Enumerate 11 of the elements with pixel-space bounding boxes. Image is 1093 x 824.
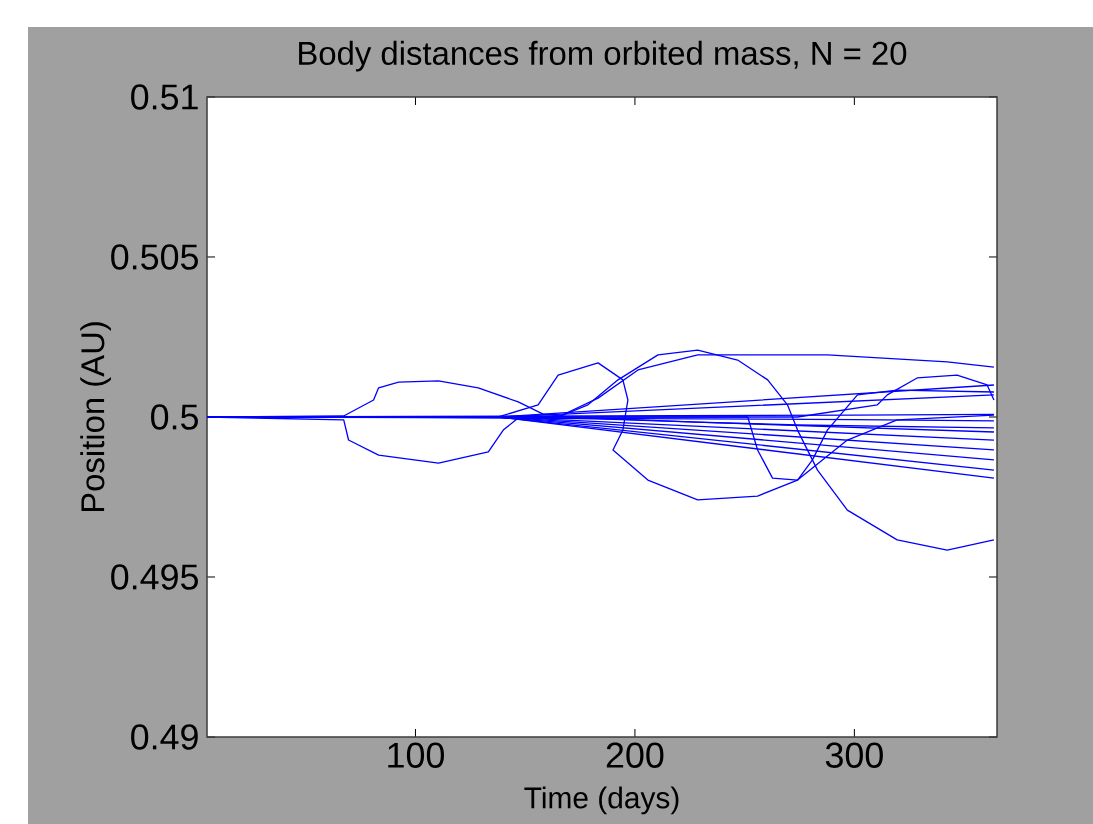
x-tick-label: 200 bbox=[606, 742, 664, 768]
x-axis-title: Time (days) bbox=[524, 786, 679, 815]
y-tick-label: 0.495 bbox=[111, 564, 198, 590]
chart-title: Body distances from orbited mass, N = 20 bbox=[299, 40, 907, 72]
y-tick-label: 0.51 bbox=[131, 84, 198, 110]
y-tick-label: 0.505 bbox=[111, 244, 198, 270]
x-tick-label: 300 bbox=[825, 742, 883, 768]
y-tick-label: 0.5 bbox=[151, 404, 198, 430]
x-tick-label: 100 bbox=[388, 742, 444, 768]
y-axis-title: Position (AU) bbox=[80, 322, 111, 512]
y-tick-label: 0.49 bbox=[131, 724, 198, 750]
